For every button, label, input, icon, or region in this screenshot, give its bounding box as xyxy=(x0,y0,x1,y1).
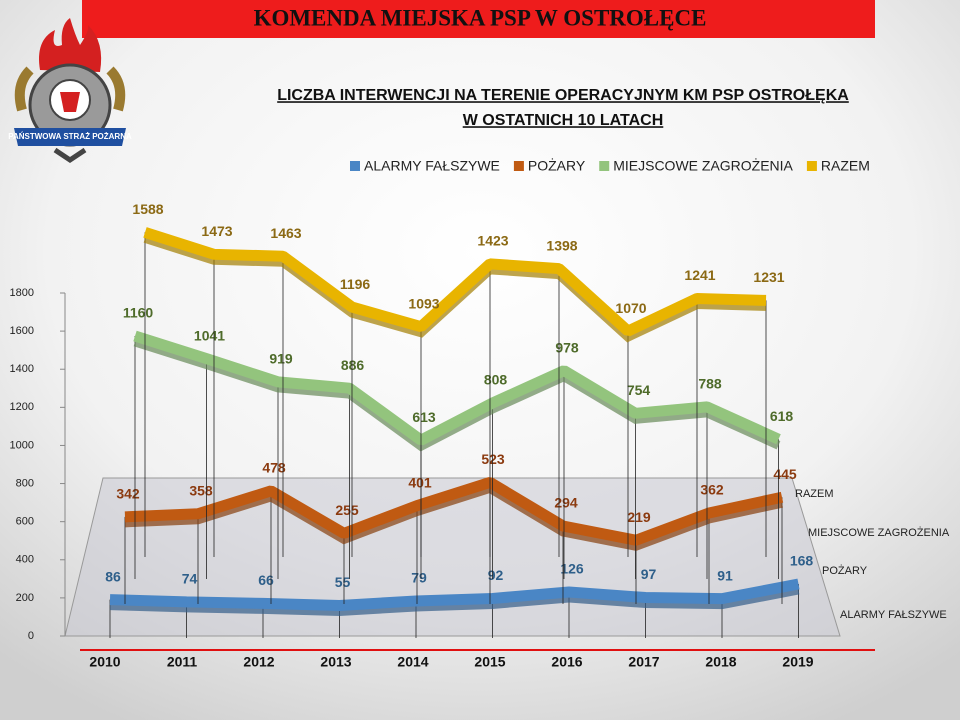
chart-subtitle: W OSTATNICH 10 LATACH xyxy=(463,112,664,129)
header-bar xyxy=(82,0,875,38)
data-label: 754 xyxy=(627,382,651,398)
x-tick-label: 2010 xyxy=(89,654,120,670)
depth-label: MIEJSCOWE ZAGROŻENIA xyxy=(808,526,950,539)
data-label: 1473 xyxy=(201,223,232,239)
y-tick-label: 600 xyxy=(16,516,34,528)
y-tick-label: 400 xyxy=(16,554,34,566)
x-tick-label: 2011 xyxy=(167,654,198,670)
logo: PAŃSTWOWA STRAŻ POŻARNA xyxy=(8,18,132,164)
depth-label: RAZEM xyxy=(795,488,834,500)
y-tick-label: 1200 xyxy=(10,401,34,413)
legend-swatch xyxy=(806,161,817,171)
data-label: 445 xyxy=(773,466,797,482)
data-label: 66 xyxy=(258,572,274,588)
data-label: 97 xyxy=(641,566,657,582)
data-label: 74 xyxy=(182,571,198,587)
legend-swatch xyxy=(599,161,610,171)
y-tick-label: 1600 xyxy=(10,325,34,337)
header-title: KOMENDA MIEJSKA PSP W OSTROŁĘCE xyxy=(254,5,707,30)
y-tick-label: 200 xyxy=(16,592,34,604)
legend-swatch xyxy=(350,161,360,171)
ribbon-shade xyxy=(124,483,783,551)
data-label: 613 xyxy=(412,409,436,425)
data-label: 91 xyxy=(717,567,733,583)
depth-label: POŻARY xyxy=(822,564,868,577)
data-label: 362 xyxy=(700,482,724,498)
data-label: 358 xyxy=(189,482,213,498)
legend-label: RAZEM xyxy=(821,158,870,174)
data-label: 1588 xyxy=(132,201,163,217)
y-tick-label: 800 xyxy=(16,477,34,489)
depth-label: ALARMY FAŁSZYWE xyxy=(840,609,947,621)
x-tick-label: 2014 xyxy=(397,654,428,670)
data-label: 919 xyxy=(269,351,293,367)
x-tick-label: 2015 xyxy=(474,654,505,670)
y-tick-label: 1000 xyxy=(10,439,34,451)
logo-text: PAŃSTWOWA STRAŻ POŻARNA xyxy=(8,132,132,141)
legend-swatch xyxy=(513,161,524,171)
data-label: 92 xyxy=(488,567,504,583)
data-label: 1398 xyxy=(546,237,577,253)
y-tick-label: 0 xyxy=(28,630,34,642)
legend-label: ALARMY FAŁSZYWE xyxy=(364,158,500,174)
data-label: 55 xyxy=(335,574,351,590)
data-label: 168 xyxy=(790,553,814,569)
data-label: 401 xyxy=(408,474,432,490)
legend-label: POŻARY xyxy=(528,157,586,174)
series-line xyxy=(124,477,784,546)
data-label: 1160 xyxy=(123,305,154,321)
data-label: 523 xyxy=(481,451,505,467)
series-line xyxy=(143,227,767,337)
y-tick-label: 1800 xyxy=(10,287,34,299)
legend-label: MIEJSCOWE ZAGROŻENIA xyxy=(613,157,793,174)
x-tick-label: 2019 xyxy=(782,654,813,670)
data-label: 1093 xyxy=(408,295,439,311)
data-label: 1231 xyxy=(753,269,784,285)
data-label: 1423 xyxy=(477,233,508,249)
data-label: 1241 xyxy=(684,267,715,283)
chart-title: LICZBA INTERWENCJI NA TERENIE OPERACYJNY… xyxy=(277,87,849,104)
x-tick-label: 2016 xyxy=(551,654,582,670)
data-label: 618 xyxy=(770,408,794,424)
data-label: 79 xyxy=(411,570,427,586)
data-label: 978 xyxy=(555,339,579,355)
data-label: 294 xyxy=(554,495,578,511)
data-label: 1196 xyxy=(340,276,371,292)
data-label: 478 xyxy=(262,460,286,476)
series-line xyxy=(133,330,781,446)
data-label: 1070 xyxy=(615,300,646,316)
chart: 0 200 400 600 800 1000 1200 1400 1600 1800 2010 201… xyxy=(10,157,950,670)
data-label: 219 xyxy=(627,509,651,525)
data-label: 1463 xyxy=(270,225,301,241)
data-label: 126 xyxy=(560,561,584,577)
y-tick-label: 1400 xyxy=(10,363,34,375)
ribbon-shade xyxy=(109,585,800,617)
data-label: 255 xyxy=(335,502,359,518)
x-tick-label: 2012 xyxy=(243,654,274,670)
x-tick-label: 2013 xyxy=(320,654,351,670)
x-tick-label: 2018 xyxy=(705,654,736,670)
data-label: 788 xyxy=(698,376,722,392)
data-label: 342 xyxy=(116,486,140,502)
data-label: 86 xyxy=(105,568,121,584)
data-label: 808 xyxy=(484,372,508,388)
data-label: 886 xyxy=(341,357,365,373)
x-tick-label: 2017 xyxy=(628,654,659,670)
data-label: 1041 xyxy=(194,327,225,343)
series-line xyxy=(109,578,800,612)
